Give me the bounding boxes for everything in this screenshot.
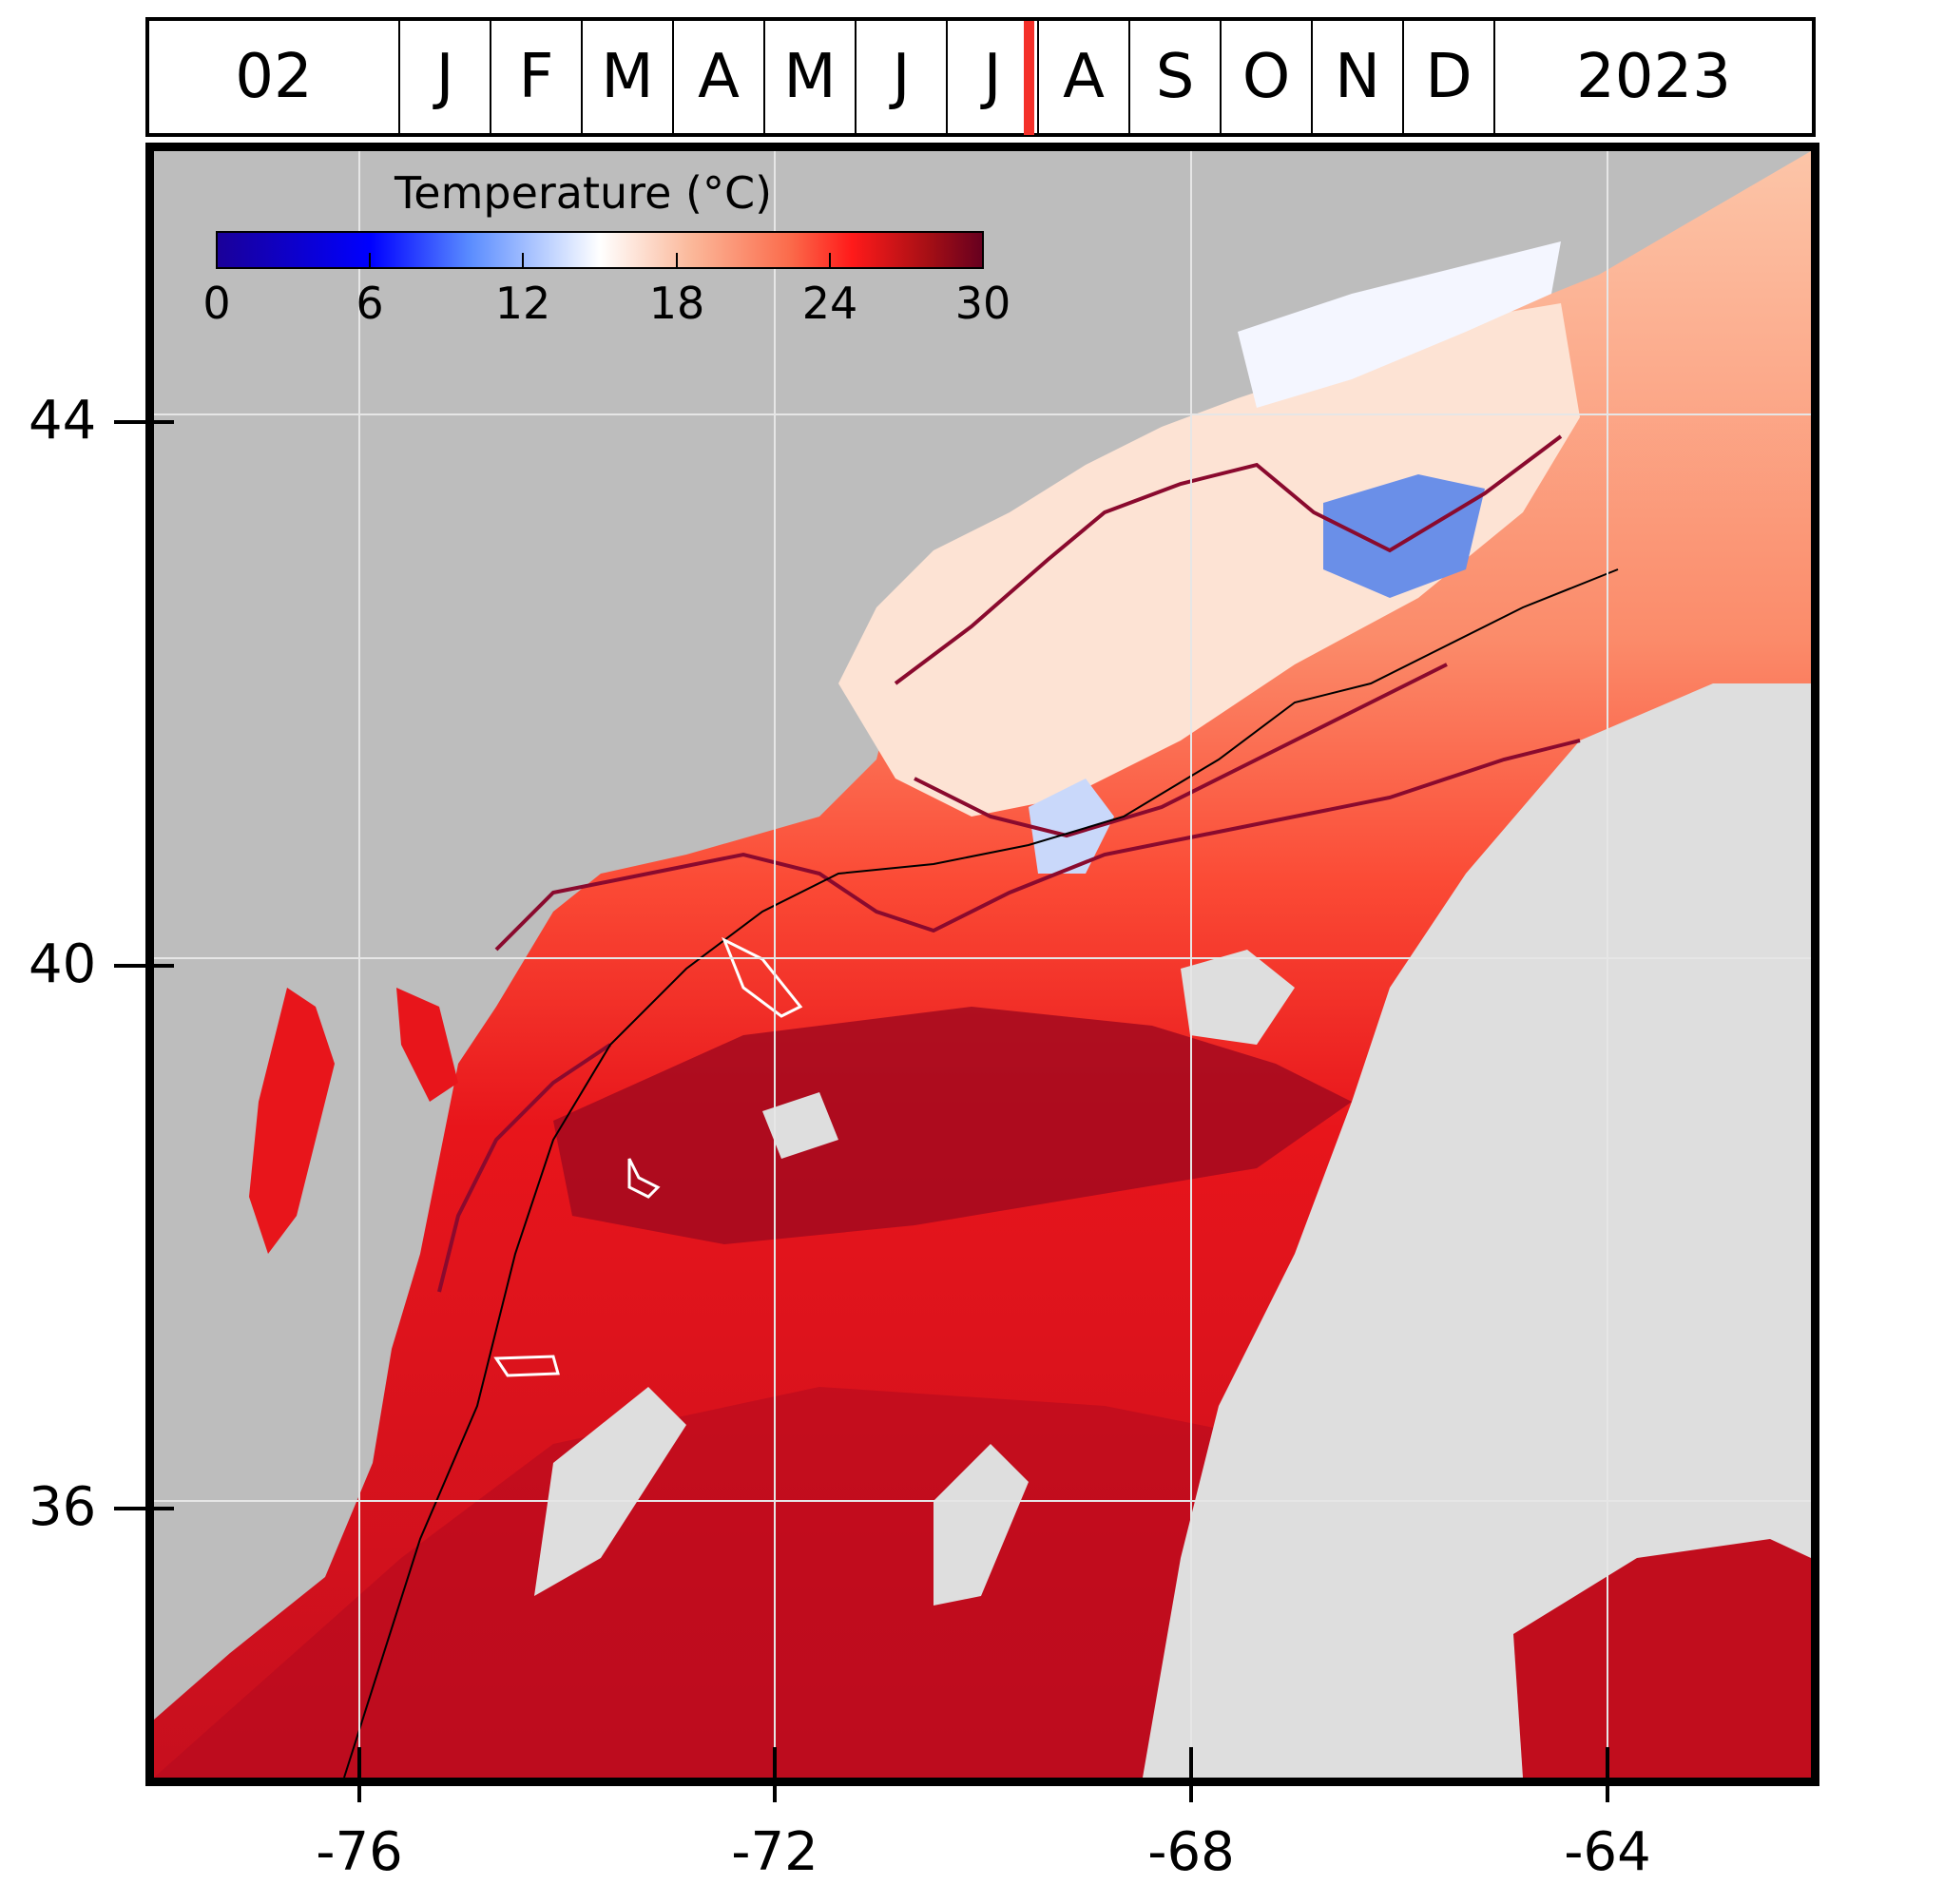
- gulf-of-maine-cool-water: [838, 303, 1580, 817]
- colorbar-tick: [829, 253, 831, 269]
- grid: [154, 151, 1811, 1778]
- contour-18c-south: [914, 663, 1448, 838]
- map-frame: [145, 143, 1819, 1786]
- colorbar-tick: [522, 253, 524, 269]
- month-timeline: 02 J F M A M J J A S O N D 2023: [145, 17, 1816, 137]
- colorbar-label-24: 24: [801, 278, 858, 329]
- delaware-bay: [396, 988, 458, 1102]
- y-axis-label-44: 44: [29, 390, 97, 452]
- colorbar-label-30: 30: [954, 278, 1011, 329]
- legend-title: Temperature (°C): [395, 167, 773, 219]
- month-may: M: [765, 21, 857, 133]
- colorbar: [216, 231, 984, 269]
- white-water-patch: [1238, 241, 1561, 408]
- x-axis-tick: [1606, 1747, 1609, 1802]
- y-axis-tick: [114, 420, 174, 424]
- cloud-patch: [934, 1444, 1029, 1606]
- x-axis-tick: [1189, 1747, 1193, 1802]
- colorbar-tick: [676, 253, 678, 269]
- warm-patch: [1513, 1539, 1811, 1778]
- month-oct: O: [1222, 21, 1313, 133]
- x-axis-tick: [773, 1747, 777, 1802]
- contour-24c-inner: [437, 1043, 612, 1293]
- x-axis-label-neg68: -68: [1147, 1821, 1235, 1883]
- cloud-patch: [534, 1387, 686, 1596]
- current-date-marker: [1024, 21, 1034, 135]
- x-axis-label-neg76: -76: [316, 1821, 403, 1883]
- colorbar-label-0: 0: [202, 278, 231, 329]
- colorbar-label-6: 6: [356, 278, 384, 329]
- cold-blue-patch: [1323, 474, 1485, 598]
- month-aug: A: [1039, 21, 1130, 133]
- day-label: 02: [149, 21, 400, 133]
- cloud-patch: [762, 1092, 838, 1159]
- colorbar-tick: [369, 253, 371, 269]
- survey-area-outline: [493, 1355, 560, 1377]
- sea-surface-temperature-map: [154, 151, 1811, 1778]
- x-axis-label-neg72: -72: [731, 1821, 818, 1883]
- month-jan: J: [400, 21, 491, 133]
- month-jul: J: [948, 21, 1039, 133]
- colorbar-tick: [982, 253, 984, 269]
- month-sep: S: [1130, 21, 1222, 133]
- month-mar: M: [583, 21, 674, 133]
- contour-18c: [894, 434, 1563, 685]
- month-feb: F: [491, 21, 583, 133]
- cloud-patch: [1181, 950, 1295, 1045]
- shelf-break-line: [343, 568, 1619, 1778]
- month-jun: J: [857, 21, 948, 133]
- chesapeake-bay: [249, 988, 335, 1254]
- month-nov: N: [1313, 21, 1404, 133]
- survey-area-outline: [722, 936, 803, 1018]
- month-apr: A: [674, 21, 765, 133]
- y-axis-tick: [114, 1507, 174, 1510]
- colorbar-tick: [216, 253, 218, 269]
- contour-24c: [494, 739, 1581, 952]
- warm-core: [553, 1007, 1352, 1244]
- month-dec: D: [1404, 21, 1495, 133]
- survey-area-outline: [627, 1158, 661, 1199]
- y-axis-tick: [114, 964, 174, 968]
- year-label: 2023: [1576, 42, 1731, 112]
- x-axis-label-neg64: -64: [1564, 1821, 1651, 1883]
- colorbar-label-18: 18: [648, 278, 705, 329]
- y-axis-label-40: 40: [29, 933, 97, 995]
- x-axis-tick: [357, 1747, 361, 1802]
- y-axis-label-36: 36: [29, 1476, 97, 1538]
- cold-blue-patch-2: [1029, 779, 1114, 874]
- colorbar-label-12: 12: [494, 278, 551, 329]
- no-data-area: [1143, 683, 1811, 1778]
